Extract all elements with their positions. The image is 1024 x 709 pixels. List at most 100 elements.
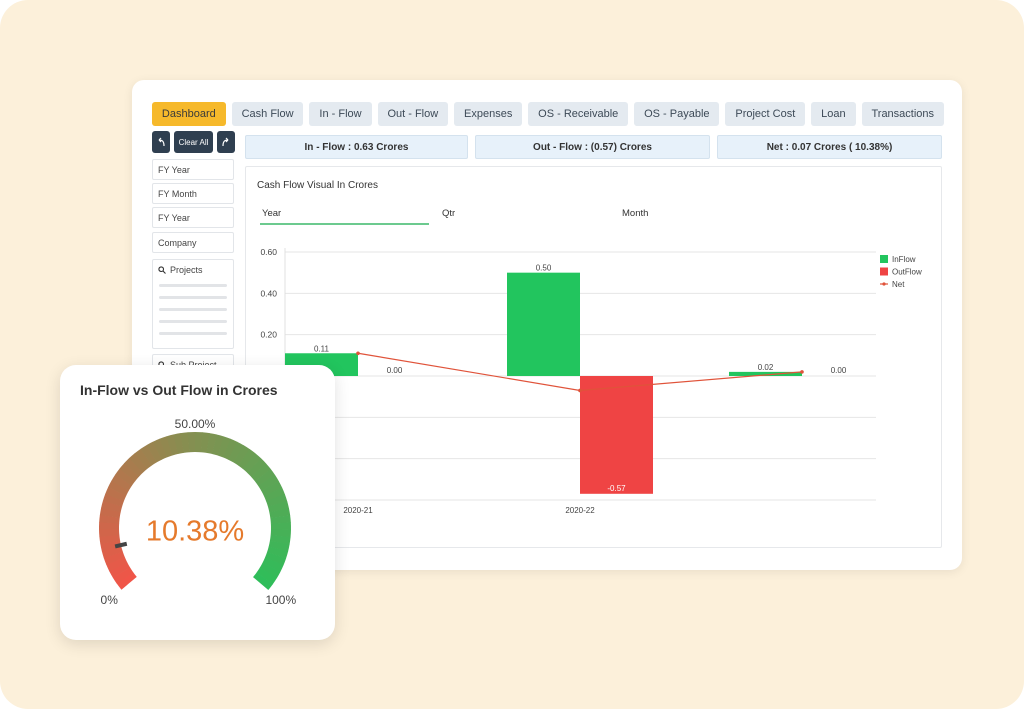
nav-tab[interactable]: In - Flow (309, 102, 372, 126)
gauge-arc-segment (242, 453, 262, 473)
summary-card: Net : 0.07 Crores ( 10.38%) (717, 135, 942, 159)
data-label: 0.50 (536, 264, 552, 273)
placeholder-line (159, 308, 227, 311)
gauge-arc-segment (253, 572, 273, 590)
data-label: 0.02 (758, 363, 774, 372)
nav-tab[interactable]: Loan (811, 102, 856, 126)
legend-label[interactable]: InFlow (892, 255, 916, 264)
legend-label[interactable]: Net (892, 280, 905, 289)
period-tab[interactable]: Year (262, 208, 281, 219)
net-point (578, 388, 582, 393)
gauge-arc-segment (102, 493, 124, 507)
legend-dot (882, 282, 886, 286)
gauge-arc-segment (247, 458, 267, 478)
gauge-tick-label: 50.00% (175, 417, 216, 431)
gauge-arc-segment (223, 438, 238, 460)
clear-all-button[interactable]: Clear All (174, 131, 213, 153)
placeholder-line (159, 332, 227, 335)
project-search[interactable]: Projects (152, 259, 234, 349)
search-label: Projects (170, 265, 203, 275)
gauge-arc-segment (251, 463, 271, 482)
gauge-arc-segment (152, 438, 168, 460)
placeholder-line (159, 284, 227, 287)
gauge-arc-segment (166, 434, 179, 456)
gauge-arc-segment (268, 540, 290, 552)
gauge-arc-segment (173, 433, 184, 454)
gauge-arc-segment (112, 567, 134, 584)
gauge-arc-segment (124, 457, 144, 477)
gauge-arc-segment (99, 529, 120, 537)
gauge-arc-segment (270, 515, 291, 524)
nav-tab[interactable]: Cash Flow (231, 102, 304, 126)
gauge-arc-segment (206, 433, 217, 455)
gauge-arc-segment (115, 468, 136, 486)
filter-dropdown[interactable]: Company (152, 232, 234, 253)
gauge-arc-segment (270, 522, 291, 531)
gauge-arc-segment (187, 432, 196, 453)
gauge-arc-segment (269, 508, 291, 519)
nav-tab[interactable]: Out - Flow (377, 102, 449, 126)
redo-button[interactable] (217, 131, 235, 153)
gauge-arc-segment (99, 507, 121, 518)
y-tick-label: 0.40 (260, 288, 277, 298)
gauge-arc-segment (146, 441, 162, 463)
x-tick-label: 2020-22 (565, 506, 595, 515)
nav-tab[interactable]: OS - Payable (634, 102, 720, 126)
legend-swatch (880, 267, 888, 276)
gauge-tick-label: 100% (265, 593, 296, 607)
gauge-arc-segment (195, 432, 203, 453)
gauge-arc-segment (267, 501, 289, 513)
gauge-arc-segment (258, 474, 279, 492)
gauge-arc-segment (263, 487, 285, 502)
nav-tab[interactable]: Transactions (861, 102, 944, 126)
gauge-title: In-Flow vs Out Flow in Crores (80, 382, 278, 398)
placeholder-line (159, 296, 227, 299)
gauge-arc-segment (134, 448, 153, 469)
filter-dropdown[interactable]: FY Year (152, 159, 234, 180)
data-label: -0.57 (607, 484, 626, 493)
data-label: 0.11 (314, 344, 330, 353)
period-tab[interactable]: Qtr (442, 208, 455, 219)
period-tab[interactable]: Month (622, 208, 648, 219)
gauge-arc-segment (111, 474, 132, 491)
bar (580, 376, 653, 494)
tab-bar: Dashboard Cash Flow In - Flow Out - Flow Exp… (152, 102, 944, 126)
gauge-arc-segment (106, 557, 128, 572)
nav-tab[interactable]: Dashboard (152, 102, 226, 126)
gauge-arc-segment (259, 562, 281, 579)
filter-dropdown[interactable]: FY Month (152, 183, 234, 204)
net-point (800, 370, 804, 374)
legend-label[interactable]: OutFlow (892, 268, 922, 277)
gauge-arc-segment (262, 557, 284, 572)
gauge-needle (114, 541, 128, 549)
nav-tab[interactable]: Expenses (454, 102, 523, 126)
undo-icon (158, 137, 165, 147)
gauge-arc-segment (159, 436, 173, 458)
gauge-arc-segment (103, 551, 125, 565)
bar (507, 272, 580, 376)
gauge-arc-segment (119, 463, 140, 482)
summary-card: In - Flow : 0.63 Crores (245, 135, 468, 159)
gauge-value: 10.38% (146, 516, 244, 548)
search-icon (158, 266, 166, 274)
gauge-arc-segment (212, 434, 224, 456)
chart-panel (245, 166, 942, 548)
legend-swatch (880, 255, 888, 263)
gauge-arc-segment (101, 546, 123, 559)
bar (729, 371, 802, 376)
gauge-arc-segment (129, 453, 148, 473)
nav-tab[interactable]: Project Cost (725, 102, 806, 126)
summary-card: Out - Flow : (0.57) Crores (475, 135, 710, 159)
nav-tab[interactable]: OS - Receivable (528, 102, 629, 126)
gauge-arc-segment (233, 445, 250, 466)
undo-button[interactable] (152, 131, 170, 153)
gauge-arc-segment (140, 444, 157, 466)
gauge-arc-segment (217, 436, 231, 458)
gauge-arc-segment (109, 562, 131, 578)
gauge-arc-segment (116, 572, 137, 590)
gauge-arc-segment (180, 432, 190, 453)
gauge-arc-segment (269, 535, 291, 545)
filter-dropdown[interactable]: FY Year (152, 207, 234, 228)
